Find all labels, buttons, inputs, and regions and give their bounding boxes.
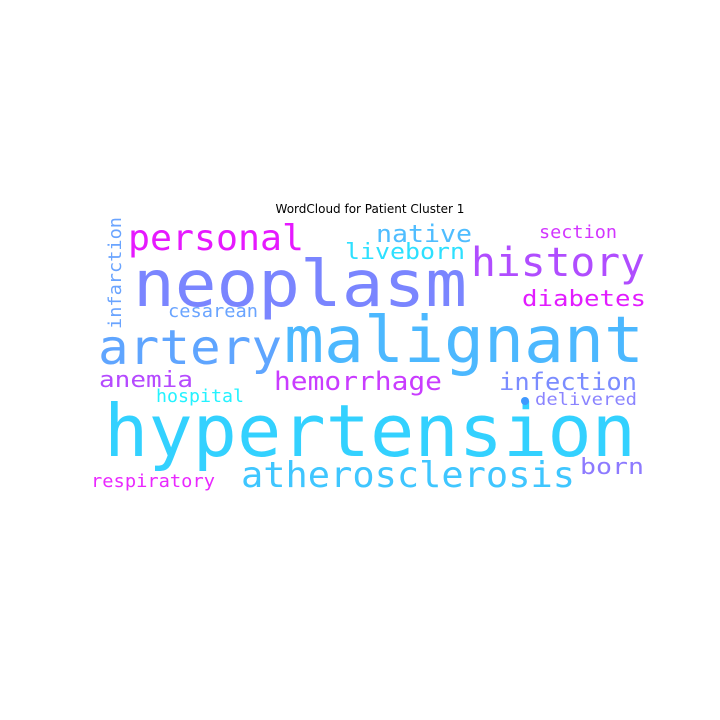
word-dot bbox=[521, 397, 529, 405]
word-delivered: delivered bbox=[535, 390, 637, 410]
word-malignant: malignant bbox=[284, 304, 644, 378]
word-atherosclerosis: atherosclerosis bbox=[241, 455, 575, 496]
word-diabetes: diabetes bbox=[522, 287, 646, 312]
word-respiratory: respiratory bbox=[91, 471, 215, 492]
word-liveborn: liveborn bbox=[345, 240, 465, 265]
word-history: history bbox=[471, 240, 645, 286]
word-personal: personal bbox=[128, 218, 304, 259]
word-hospital: hospital bbox=[156, 386, 244, 407]
word-infection: infection bbox=[499, 368, 637, 396]
word-artery: artery bbox=[98, 320, 282, 376]
word-section: section bbox=[539, 222, 617, 243]
word-neoplasm: neoplasm bbox=[133, 248, 467, 322]
word-hypertension: hypertension bbox=[104, 389, 636, 473]
word-hemorrhage: hemorrhage bbox=[274, 367, 442, 397]
word-anemia: anemia bbox=[99, 368, 193, 393]
word-born: born bbox=[580, 455, 644, 480]
word-native: native bbox=[376, 220, 472, 248]
word-infarction: infarction bbox=[105, 217, 126, 329]
word-cesarean: cesarean bbox=[168, 301, 258, 322]
chart-title: WordCloud for Patient Cluster 1 bbox=[275, 202, 465, 216]
